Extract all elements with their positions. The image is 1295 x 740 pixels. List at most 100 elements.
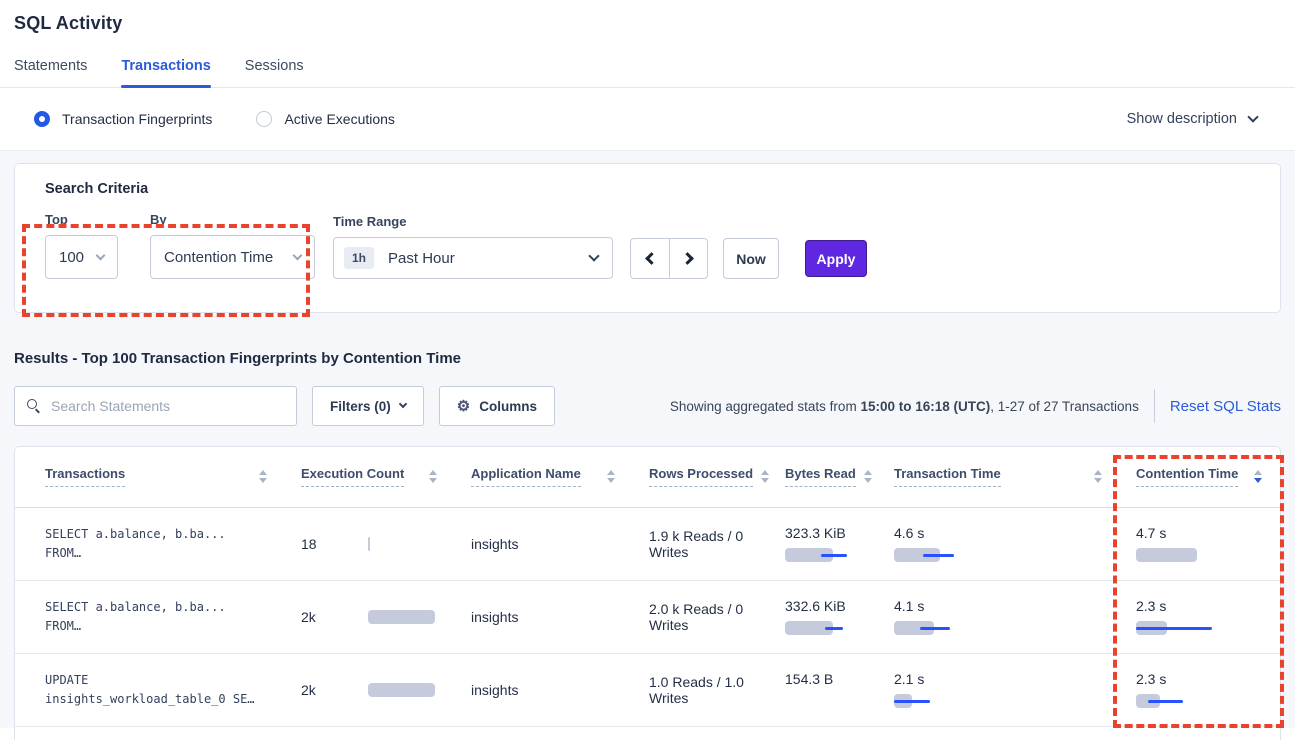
transaction-fingerprint-link[interactable]: SELECT a.balance, b.ba... FROM…: [45, 526, 226, 560]
bytes-read-cell: 154.3 B: [785, 671, 834, 687]
transaction-fingerprint-link[interactable]: SELECT a.balance, b.ba... FROM…: [45, 599, 226, 633]
columns-label: Columns: [479, 398, 537, 414]
rows-processed-cell: 1.0 Reads / 1.0 Writes: [635, 653, 771, 727]
execution-count-cell: 2k: [301, 682, 447, 698]
chevron-down-icon: [398, 399, 408, 409]
execution-count-bar: [368, 682, 436, 697]
transaction-time-cell: 4.1 s: [894, 598, 1112, 635]
execution-count-cell: 18: [301, 536, 447, 552]
by-field: By Contention Time: [118, 212, 315, 279]
transaction-time-cell: 4.6 s: [894, 525, 1112, 562]
sort-icon[interactable]: [761, 470, 770, 484]
col-header-transaction-time[interactable]: Transaction Time: [880, 447, 1122, 508]
bytes-read-line: [825, 626, 843, 630]
stats-time-range: 15:00 to 16:18 (UTC): [860, 398, 991, 414]
sort-icon[interactable]: [607, 470, 615, 484]
show-description-toggle[interactable]: Show description: [1126, 111, 1259, 127]
tab-transactions[interactable]: Transactions: [121, 58, 212, 88]
vertical-divider: [1153, 389, 1155, 423]
radio-active-executions[interactable]: Active Executions: [256, 111, 395, 127]
time-prev-button[interactable]: [630, 238, 669, 279]
col-header-bytes-read[interactable]: Bytes Read: [771, 447, 880, 508]
transaction-time-bar: [894, 548, 940, 562]
transaction-fingerprint-link[interactable]: UPDATE insights_workload_table_0 SE…: [45, 672, 255, 706]
application-name-cell: insights: [457, 653, 635, 727]
radio-label: Active Executions: [284, 111, 395, 127]
gear-icon: ⚙: [456, 397, 471, 415]
sort-icon[interactable]: [1094, 470, 1102, 484]
table-row: SELECT a.balance, b.ba... FROM… 2k insigh…: [15, 580, 1280, 654]
table-row: UPDATE insights_workload_table_0 SE… 2k i…: [15, 653, 1280, 727]
chevron-down-icon: [1247, 111, 1259, 123]
chevron-right-icon: [680, 252, 694, 265]
search-criteria-heading: Search Criteria: [45, 181, 149, 197]
time-next-button[interactable]: [669, 238, 708, 279]
contention-time-line: [1148, 699, 1183, 703]
contention-time-line: [1136, 626, 1212, 630]
page-content: Search Criteria Top 100 By Contention Ti…: [0, 151, 1295, 740]
apply-button[interactable]: Apply: [805, 240, 867, 277]
now-button[interactable]: Now: [723, 238, 779, 279]
sort-icon[interactable]: [259, 470, 267, 484]
time-range-badge: 1h: [344, 247, 375, 269]
columns-button[interactable]: ⚙ Columns: [438, 386, 555, 426]
contention-time-bar: [1136, 548, 1197, 562]
by-select[interactable]: Contention Time: [150, 235, 315, 279]
radio-label: Transaction Fingerprints: [62, 111, 213, 127]
time-range-label: Time Range: [333, 214, 407, 229]
time-range-select[interactable]: 1h Past Hour: [333, 237, 613, 279]
results-heading: Results - Top 100 Transaction Fingerprin…: [14, 350, 462, 367]
results-controls: Filters (0) ⚙ Columns Showing aggregated…: [14, 386, 1281, 426]
col-header-application-name[interactable]: Application Name: [457, 447, 635, 508]
contention-time-cell: 2.3 s: [1136, 598, 1272, 635]
col-header-rows-processed[interactable]: Rows Processed: [635, 447, 771, 508]
radio-selected-icon[interactable]: [34, 111, 50, 127]
top-select[interactable]: 100: [45, 235, 118, 279]
transaction-time-line: [894, 699, 930, 703]
chevron-down-icon: [95, 250, 106, 260]
contention-time-cell: 4.7 s: [1136, 525, 1272, 562]
transactions-table: Transactions Execution Count Application…: [15, 447, 1280, 727]
sort-icon[interactable]: [863, 470, 872, 484]
bytes-read-cell: 332.6 KiB: [785, 598, 870, 635]
rows-processed-cell: 2.0 k Reads / 0 Writes: [635, 580, 771, 654]
time-range-value: Past Hour: [388, 249, 455, 267]
page-title: SQL Activity: [14, 13, 123, 33]
tab-statements[interactable]: Statements: [14, 58, 88, 74]
reset-sql-stats-link[interactable]: Reset SQL Stats: [1169, 397, 1281, 415]
bytes-read-cell: 323.3 KiB: [785, 525, 870, 562]
filters-button[interactable]: Filters (0): [312, 386, 424, 426]
table-header-row: Transactions Execution Count Application…: [15, 447, 1280, 508]
radio-unselected-icon[interactable]: [256, 111, 273, 127]
col-header-execution-count[interactable]: Execution Count: [287, 447, 457, 508]
col-header-contention-time[interactable]: Contention Time: [1122, 447, 1280, 508]
chevron-left-icon: [645, 252, 658, 265]
tab-sessions[interactable]: Sessions: [244, 58, 304, 74]
transaction-time-bar: [894, 621, 934, 635]
tab-bar: Statements Transactions Sessions: [0, 58, 1295, 88]
stats-suffix: , 1-27 of 27 Transactions: [990, 398, 1139, 414]
results-table-card: Transactions Execution Count Application…: [14, 446, 1281, 740]
sort-icon-active[interactable]: [1254, 470, 1262, 484]
transaction-time-cell: 2.1 s: [894, 671, 1112, 708]
by-label: By: [150, 212, 167, 227]
col-header-transactions[interactable]: Transactions: [15, 447, 287, 508]
show-description-label: Show description: [1126, 111, 1237, 127]
time-nav-group: [630, 238, 708, 279]
contention-time-cell: 2.3 s: [1136, 671, 1272, 708]
by-value: Contention Time: [164, 248, 274, 266]
bytes-read-bar: [785, 621, 833, 635]
execution-count-cell: 2k: [301, 609, 447, 625]
sort-icon[interactable]: [429, 470, 437, 484]
radio-transaction-fingerprints[interactable]: Transaction Fingerprints: [34, 111, 212, 127]
stats-area: Showing aggregated stats from 15:00 to 1…: [670, 389, 1281, 423]
view-toggle-row: Transaction Fingerprints Active Executio…: [0, 88, 1295, 151]
page-header: SQL Activity Statements Transactions Ses…: [0, 0, 1295, 88]
search-box: [14, 386, 297, 426]
search-input[interactable]: [14, 386, 297, 426]
top-value: 100: [59, 248, 85, 266]
transaction-time-line: [920, 626, 950, 630]
table-row: SELECT a.balance, b.ba... FROM… 18 insigh…: [15, 507, 1280, 581]
chevron-down-icon: [292, 250, 303, 260]
filters-label: Filters (0): [330, 398, 391, 414]
